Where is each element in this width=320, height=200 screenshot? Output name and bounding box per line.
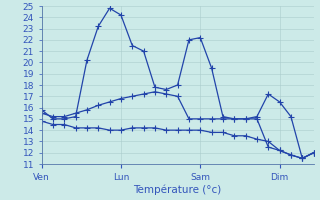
X-axis label: Température (°c): Température (°c) [133,185,222,195]
